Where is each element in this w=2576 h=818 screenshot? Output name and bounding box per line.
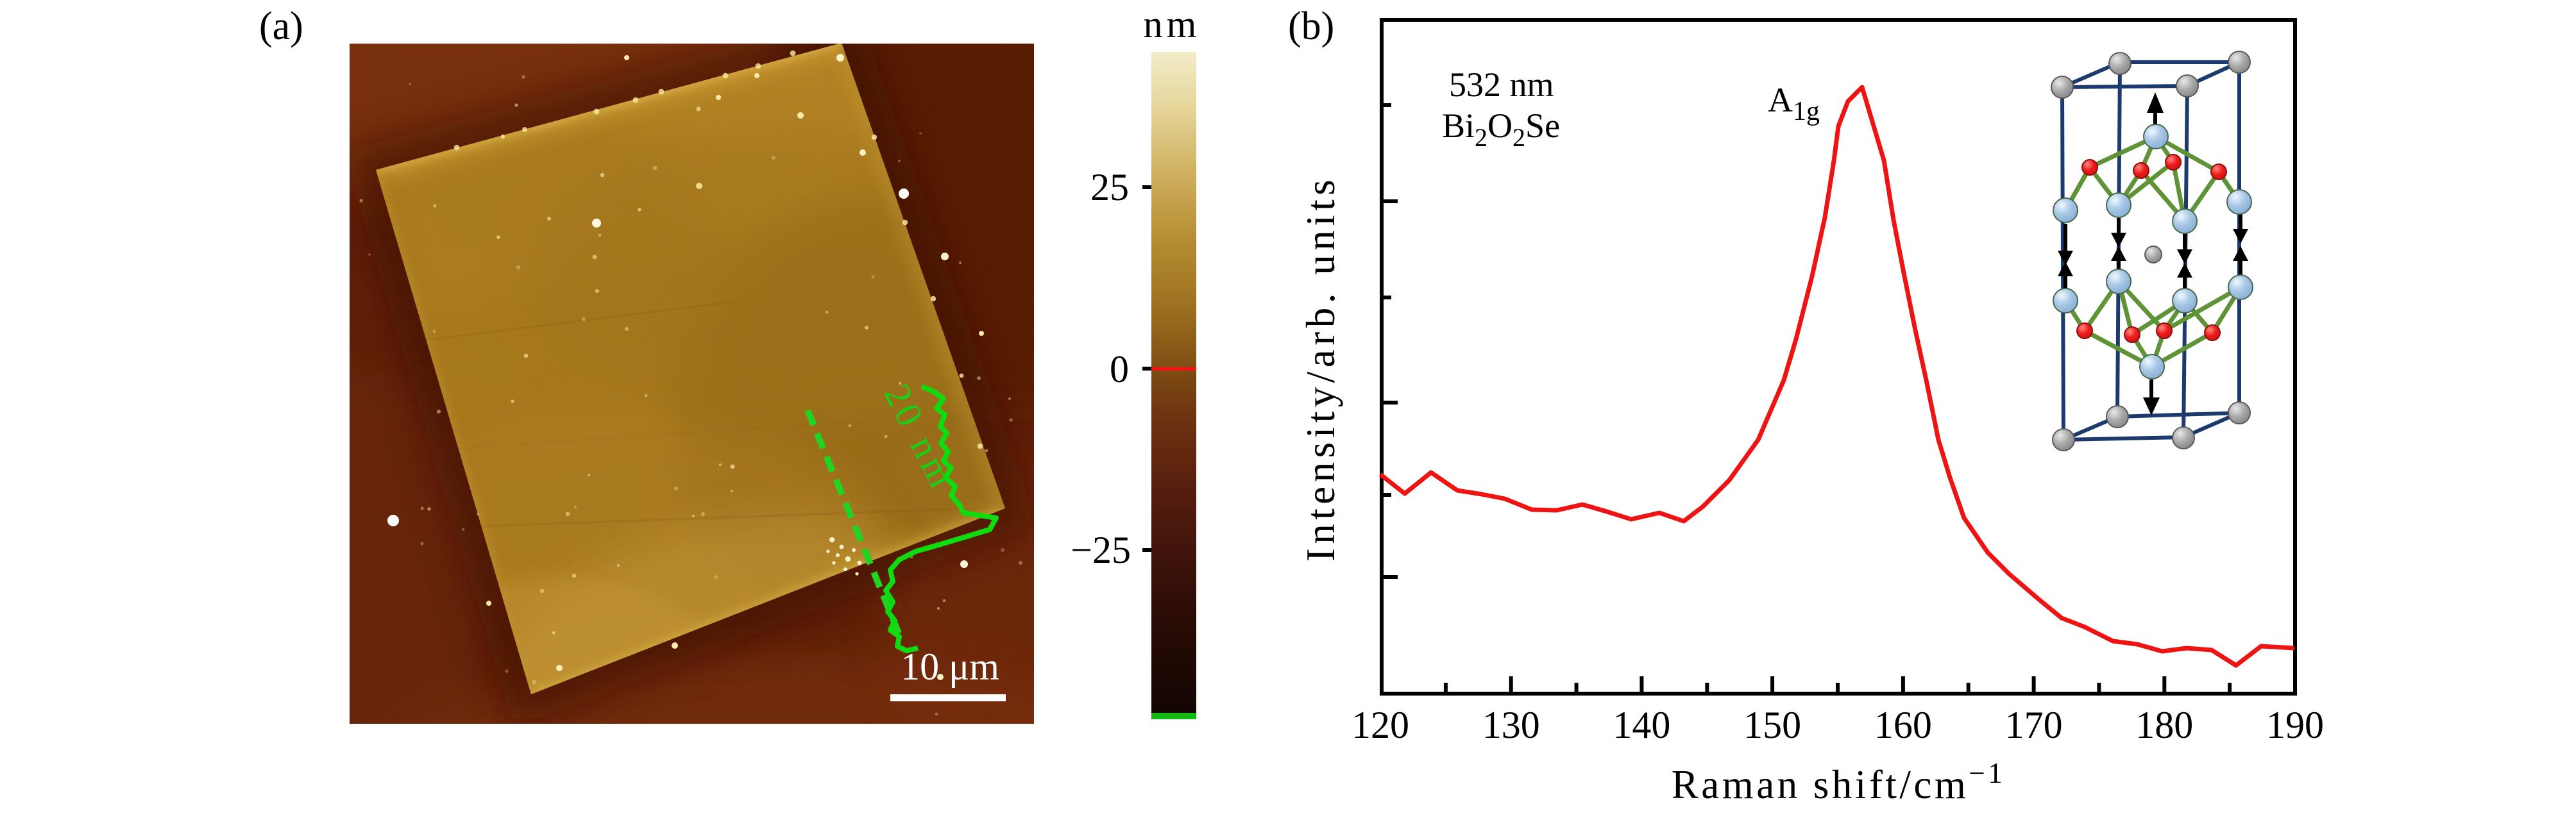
svg-text:0: 0	[1110, 348, 1129, 390]
svg-text:130: 130	[1482, 704, 1540, 746]
svg-text:(b): (b)	[1288, 4, 1334, 48]
svg-text:532 nm: 532 nm	[1449, 65, 1554, 104]
svg-text:Bi2O2Se: Bi2O2Se	[1442, 106, 1560, 152]
svg-text:160: 160	[1874, 704, 1932, 746]
svg-text:150: 150	[1743, 704, 1801, 746]
svg-text:Raman shift/cm−1: Raman shift/cm−1	[1672, 757, 2006, 807]
svg-text:190: 190	[2266, 704, 2324, 746]
svg-text:180: 180	[2135, 704, 2193, 746]
svg-text:nm: nm	[1144, 3, 1201, 46]
svg-text:10 μm: 10 μm	[901, 646, 999, 688]
svg-text:Intensity/arb. units: Intensity/arb. units	[1298, 176, 1343, 562]
svg-text:25: 25	[1090, 166, 1129, 208]
svg-text:140: 140	[1613, 704, 1670, 746]
svg-text:(a): (a)	[259, 4, 303, 48]
svg-text:−25: −25	[1071, 529, 1131, 571]
svg-text:120: 120	[1352, 704, 1409, 746]
svg-text:170: 170	[2005, 704, 2063, 746]
svg-text:A1g: A1g	[1768, 81, 1820, 126]
